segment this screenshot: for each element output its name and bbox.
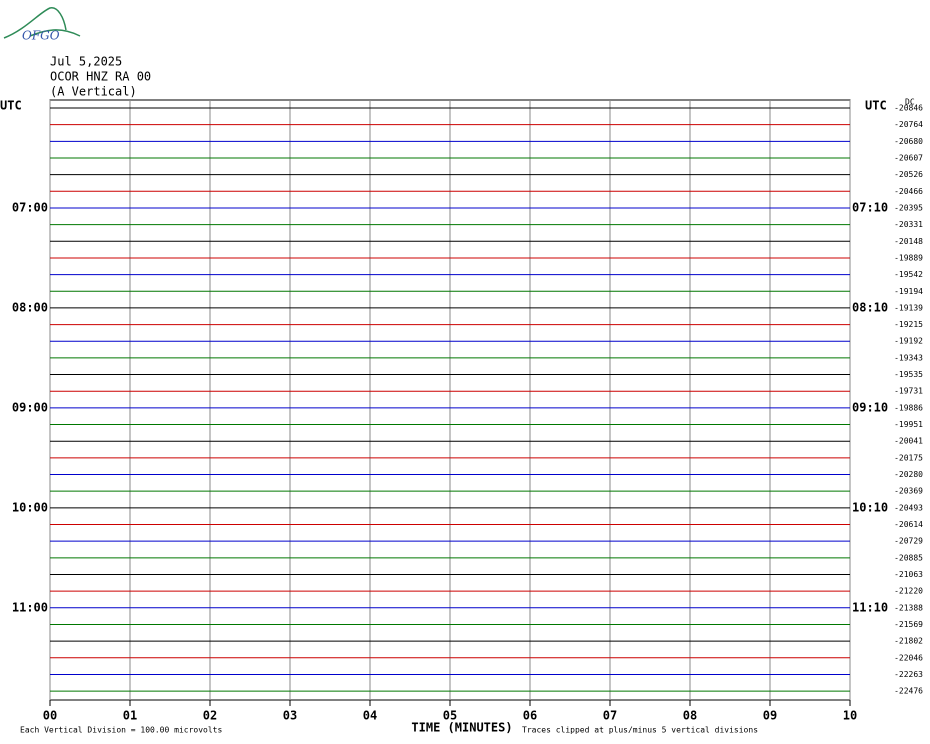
offset-label: -19535 — [894, 370, 923, 379]
logo-curve — [3, 7, 81, 39]
offset-label: -21220 — [894, 587, 923, 596]
x-tick-label: 07 — [603, 709, 617, 723]
left-time-label: 07:00 — [12, 200, 48, 214]
x-tick-label: 08 — [683, 709, 697, 723]
offset-label: -21569 — [894, 620, 923, 629]
offset-label: -20175 — [894, 453, 923, 462]
x-axis-title: TIME (MINUTES) — [411, 721, 512, 735]
offset-label: -22046 — [894, 653, 923, 662]
offset-label: -20885 — [894, 553, 923, 562]
right-time-label: 09:10 — [852, 400, 888, 414]
offset-label: -20466 — [894, 187, 923, 196]
offset-label: -19343 — [894, 353, 923, 362]
offset-label: -20280 — [894, 470, 923, 479]
x-tick-label: 05 — [443, 709, 457, 723]
left-axis-title: UTC — [0, 99, 22, 113]
offset-label: -19215 — [894, 320, 923, 329]
offset-label: -20729 — [894, 537, 923, 546]
x-tick-label: 09 — [763, 709, 777, 723]
x-tick-label: 06 — [523, 709, 537, 723]
left-time-label: 09:00 — [12, 400, 48, 414]
offset-label: -20607 — [894, 153, 923, 162]
offset-label: -20148 — [894, 237, 923, 246]
note: Each Vertical Division = 100.00 microvol… — [20, 726, 222, 735]
offset-label: -22263 — [894, 670, 923, 679]
logo-text: OFGO — [22, 29, 60, 43]
offset-label: -19192 — [894, 337, 923, 346]
component: (A Vertical) — [50, 85, 137, 99]
x-tick-label: 04 — [363, 709, 377, 723]
offset-label: -21802 — [894, 637, 923, 646]
offset-label: -20846 — [894, 104, 923, 113]
offset-label: -19886 — [894, 403, 923, 412]
offset-label: -21388 — [894, 603, 923, 612]
offset-label: -20395 — [894, 203, 923, 212]
offset-label: -22476 — [894, 687, 923, 696]
x-tick-label: 10 — [843, 709, 857, 723]
offset-label: -20369 — [894, 487, 923, 496]
left-time-label: 08:00 — [12, 300, 48, 314]
x-tick-label: 02 — [203, 709, 217, 723]
right-axis-title: UTC — [865, 99, 887, 113]
right-time-label: 11:10 — [852, 600, 888, 614]
offset-label: -20614 — [894, 520, 923, 529]
offset-title: DC — [905, 98, 915, 107]
offset-label: -20331 — [894, 220, 923, 229]
offset-label: -19889 — [894, 253, 923, 262]
chart-title: Jul 5,2025 — [50, 55, 122, 69]
offset-label: -19542 — [894, 270, 923, 279]
left-time-label: 11:00 — [12, 600, 48, 614]
offset-label: -20764 — [894, 120, 923, 129]
right-time-label: 07:10 — [852, 200, 888, 214]
offset-label: -21063 — [894, 570, 923, 579]
offset-label: -20493 — [894, 503, 923, 512]
offset-label: -19139 — [894, 303, 923, 312]
offset-label: -20680 — [894, 137, 923, 146]
offset-label: -19194 — [894, 287, 923, 296]
offset-label: -20526 — [894, 170, 923, 179]
offset-label: -19731 — [894, 387, 923, 396]
right-time-label: 10:10 — [852, 500, 888, 514]
x-tick-label: 01 — [123, 709, 137, 723]
left-time-label: 10:00 — [12, 500, 48, 514]
offset-label: -19951 — [894, 420, 923, 429]
offset-label: -20041 — [894, 437, 923, 446]
station: OCOR HNZ RA 00 — [50, 70, 151, 84]
note: Traces clipped at plus/minus 5 vertical … — [522, 726, 758, 735]
x-tick-label: 03 — [283, 709, 297, 723]
right-time-label: 08:10 — [852, 300, 888, 314]
x-tick-label: 00 — [43, 709, 57, 723]
